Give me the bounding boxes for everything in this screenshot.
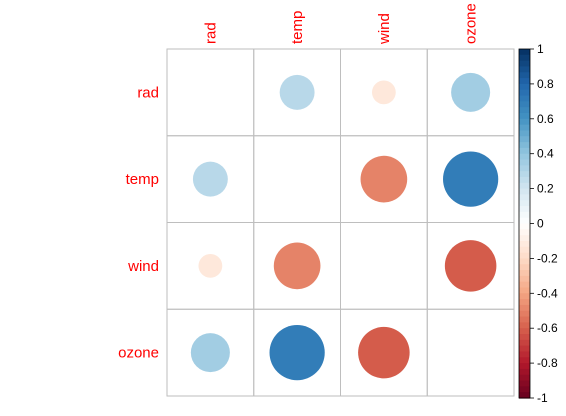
legend-color-step [519, 118, 530, 126]
row-labels: rad temp wind ozone [118, 84, 159, 361]
legend-color-step [519, 95, 530, 102]
legend-color-step [519, 147, 530, 155]
legend-color-step [519, 310, 530, 318]
legend-color-step [519, 357, 530, 364]
legend-color-step [519, 112, 530, 120]
legend-color-step [519, 246, 530, 254]
legend-color-step [519, 287, 530, 294]
legend-tick-label: -0.4 [537, 286, 558, 300]
legend-color-step [519, 345, 530, 353]
legend-color-step [519, 78, 530, 85]
legend-color-step [519, 275, 530, 283]
column-label-ozone: ozone [463, 3, 480, 44]
legend-color-step [519, 223, 530, 230]
legend-color-step [519, 136, 530, 143]
legend-color-step [519, 66, 530, 73]
legend-color-step [519, 270, 530, 277]
legend-color-step [519, 171, 530, 178]
legend-tick-label: -1 [537, 391, 548, 405]
circle-temp-rad [192, 161, 228, 197]
circle-ozone-temp [269, 325, 325, 381]
legend-color-step [519, 159, 530, 166]
legend-color-step [519, 130, 530, 137]
legend-tick-label: 1 [537, 42, 544, 56]
legend-color-step [519, 188, 530, 196]
legend-color-step [519, 363, 530, 370]
row-label-rad: rad [137, 84, 159, 101]
legend-color-step [519, 124, 530, 132]
legend-color-step [519, 200, 530, 207]
color-legend: 1 0.8 0.6 0.4 0.2 0 -0.2 -0.4 -0.6 -0.8 -1 [518, 42, 558, 405]
circle-wind-ozone [444, 240, 497, 292]
legend-color-step [519, 83, 530, 91]
legend-color-step [519, 374, 530, 382]
legend-color-step [519, 165, 530, 172]
legend-color-step [519, 72, 530, 79]
legend-color-step [519, 229, 530, 236]
legend-color-step [519, 351, 530, 358]
legend-color-step [519, 316, 530, 323]
circle-rad-ozone [451, 72, 491, 112]
legend-color-step [519, 368, 530, 376]
legend-tick-label: -0.2 [537, 251, 558, 265]
legend-color-step [519, 176, 530, 184]
circle-wind-rad [198, 253, 223, 278]
legend-color-step [519, 194, 530, 201]
legend-tick-label: -0.6 [537, 321, 558, 335]
circle-temp-ozone [443, 151, 499, 207]
circle-temp-wind [360, 155, 408, 203]
legend-color-step [519, 304, 530, 312]
correlation-circles [190, 72, 499, 381]
legend-color-step [519, 380, 530, 387]
legend-color-step [519, 299, 530, 306]
row-label-wind: wind [127, 258, 159, 275]
legend-color-step [519, 293, 530, 300]
legend-color-step [519, 101, 530, 108]
circle-wind-temp [273, 242, 321, 290]
legend-color-step [519, 281, 530, 289]
legend-color-step [519, 60, 530, 68]
row-label-ozone: ozone [118, 345, 159, 362]
legend-color-step [519, 240, 530, 248]
legend-color-step [519, 252, 530, 259]
column-labels: rad temp wind ozone [202, 3, 479, 45]
legend-color-step [519, 235, 530, 242]
legend-color-step [519, 206, 530, 213]
legend-color-step [519, 89, 530, 97]
row-label-temp: temp [126, 171, 159, 188]
legend-tick-label: 0 [537, 217, 544, 231]
legend-tick-label: 0.6 [537, 112, 554, 126]
grid-cell-ozone-ozone [426, 308, 515, 397]
column-label-rad: rad [202, 22, 219, 44]
legend-color-step [519, 182, 530, 190]
legend-tick-label: -0.8 [537, 356, 558, 370]
legend-color-step [519, 328, 530, 335]
legend-color-step [519, 334, 530, 341]
legend-color-step [519, 211, 530, 219]
circle-rad-wind [371, 80, 396, 105]
matrix-cells [166, 48, 515, 397]
legend-color-step [519, 258, 530, 265]
legend-color-step [519, 107, 530, 114]
legend-color-step [519, 386, 530, 393]
legend-tick-label: 0.8 [537, 77, 554, 91]
circle-ozone-rad [190, 333, 230, 373]
legend-color-step [519, 339, 530, 347]
legend-color-step [519, 217, 530, 225]
column-label-wind: wind [376, 13, 393, 45]
legend-color-step [519, 392, 530, 399]
column-label-temp: temp [289, 11, 306, 44]
legend-color-step [519, 54, 530, 62]
circle-rad-temp [279, 74, 315, 110]
legend-color-step [519, 49, 530, 56]
legend-color-step [519, 153, 530, 161]
legend-color-step [519, 142, 530, 149]
legend-tick-label: 0.4 [537, 147, 554, 161]
legend-color-step [519, 322, 530, 329]
circle-ozone-wind [358, 326, 410, 379]
legend-tick-label: 0.2 [537, 182, 554, 196]
legend-color-step [519, 264, 530, 271]
